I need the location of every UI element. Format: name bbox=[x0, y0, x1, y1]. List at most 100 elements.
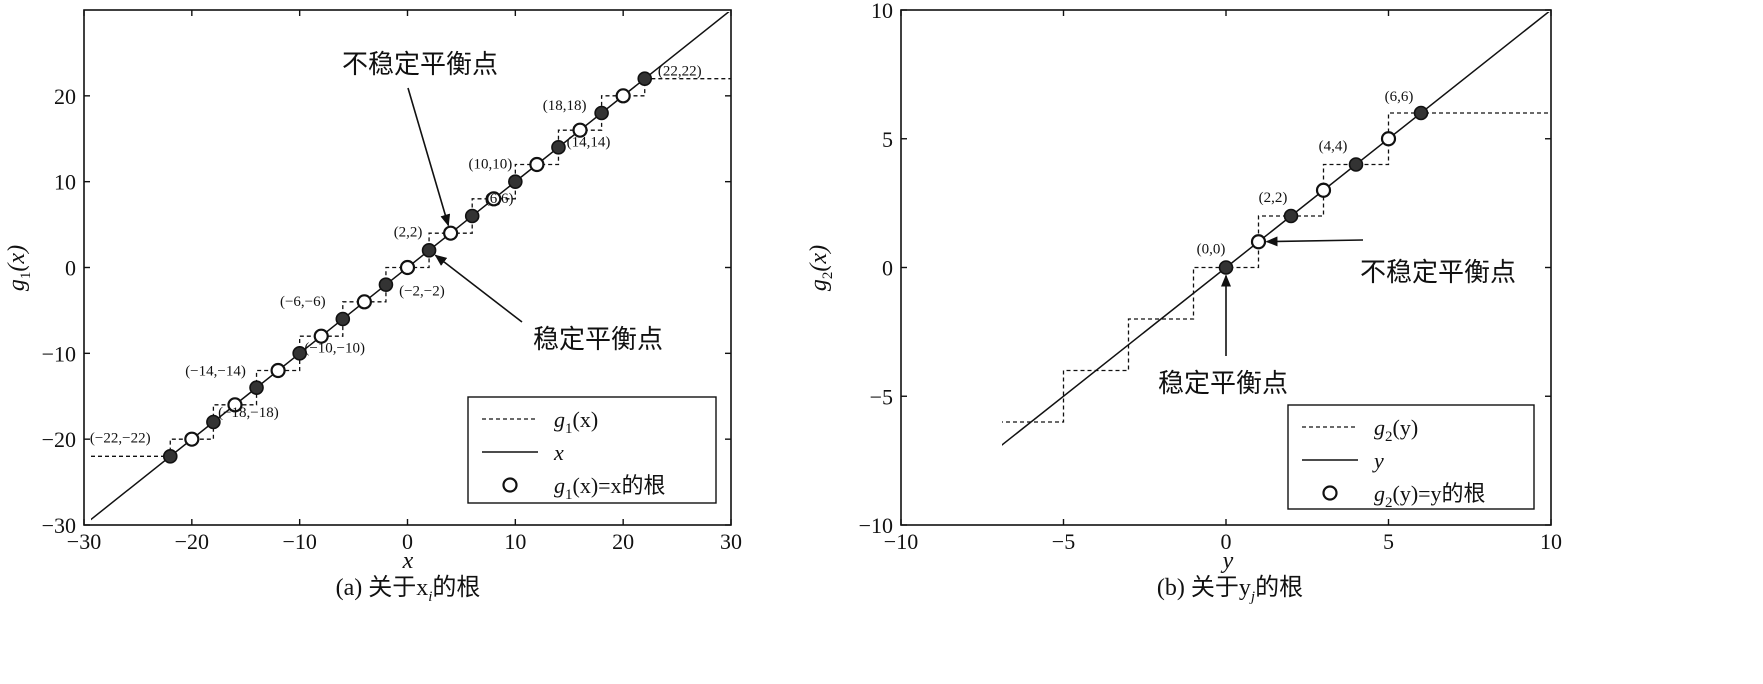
unstable-point bbox=[1315, 182, 1332, 198]
caption-sub: i bbox=[428, 589, 432, 605]
figure-caption: (b) 关于yj的根 bbox=[1157, 574, 1303, 605]
point-label: (−6,−6) bbox=[280, 294, 326, 310]
stable-point bbox=[1283, 208, 1299, 224]
unstable-point bbox=[184, 431, 200, 447]
x-tick-label: −30 bbox=[67, 529, 101, 554]
legend-entry-label-part: (y) bbox=[1393, 415, 1419, 440]
stable-point bbox=[249, 380, 264, 395]
annotation-label: 不稳定平衡点 bbox=[1360, 258, 1516, 288]
point-label: (4,4) bbox=[1319, 139, 1348, 155]
unstable-point bbox=[615, 88, 631, 104]
stable-point bbox=[551, 140, 566, 155]
y-tick-label: −10 bbox=[42, 341, 76, 366]
x-tick-label: 10 bbox=[1540, 529, 1562, 554]
point-label: (2,2) bbox=[394, 224, 423, 240]
legend-entry-label: g1(x) bbox=[554, 407, 598, 437]
y-tick-label: −10 bbox=[859, 513, 893, 538]
annotation-label: 稳定平衡点 bbox=[1158, 369, 1288, 399]
legend-entry-label-part: g bbox=[1374, 481, 1385, 506]
stable-point bbox=[335, 311, 351, 327]
x-tick-label: 5 bbox=[1383, 529, 1394, 554]
legend-box bbox=[1287, 404, 1535, 510]
x-tick-label: 0 bbox=[402, 529, 413, 554]
point-label: (0,0) bbox=[1197, 242, 1226, 258]
point-label: (14,14) bbox=[567, 134, 611, 150]
y-tick-label: 10 bbox=[54, 170, 76, 195]
stable-point bbox=[464, 208, 480, 224]
unstable-point bbox=[443, 225, 459, 241]
legend-entry-label-part: 1 bbox=[565, 487, 573, 503]
y-axis-label-part: g bbox=[806, 279, 832, 291]
x-axis-label: x bbox=[402, 548, 414, 574]
y-axis-label: g1(x) bbox=[4, 245, 34, 291]
legend-entry-label-part: (x)=x的根 bbox=[573, 473, 666, 498]
point-label: (−22,−22) bbox=[90, 430, 151, 446]
legend-entry-label-part: g bbox=[1374, 415, 1385, 440]
y-axis-label-part: 2 bbox=[820, 272, 836, 280]
annotation-label: 稳定平衡点 bbox=[533, 325, 663, 355]
stable-point bbox=[508, 174, 523, 189]
figure-caption: (a) 关于xi的根 bbox=[336, 574, 481, 605]
legend-entry-label-part: g bbox=[554, 407, 565, 432]
point-label: (10,10) bbox=[468, 157, 512, 173]
stable-point bbox=[421, 243, 437, 258]
stable-point bbox=[378, 277, 394, 292]
point-label: (6,6) bbox=[1385, 89, 1414, 105]
point-label: (−2,−2) bbox=[399, 284, 445, 300]
y-axis-label-part: g bbox=[4, 279, 30, 291]
y-axis-label-part: 1 bbox=[18, 272, 34, 280]
y-tick-label: −20 bbox=[42, 427, 76, 452]
stable-point bbox=[1413, 105, 1429, 121]
y-axis-label: g2(x) bbox=[806, 245, 836, 291]
y-tick-label: 20 bbox=[54, 84, 76, 109]
y-tick-label: 10 bbox=[871, 0, 893, 23]
unstable-point bbox=[1250, 234, 1267, 250]
unstable-point bbox=[356, 294, 372, 310]
x-tick-label: 0 bbox=[1221, 529, 1232, 554]
legend-entry-label-part: 1 bbox=[565, 421, 573, 437]
point-label: (−10,−10) bbox=[304, 340, 365, 356]
stable-point bbox=[1348, 157, 1364, 172]
annotation-label: 不稳定平衡点 bbox=[342, 50, 498, 80]
legend-entry-label-part: y bbox=[1372, 448, 1384, 473]
point-label: (2,2) bbox=[1259, 190, 1288, 206]
stable-point bbox=[594, 105, 609, 121]
legend-entry-label: g1(x)=x的根 bbox=[554, 473, 666, 503]
legend-entry-label-part: 2 bbox=[1385, 495, 1393, 511]
point-label: (−18,−18) bbox=[218, 405, 279, 421]
point-label: (−14,−14) bbox=[185, 364, 246, 380]
x-tick-label: −20 bbox=[175, 529, 209, 554]
x-axis-label: y bbox=[1221, 548, 1234, 574]
annotation-arrow bbox=[434, 254, 523, 323]
unstable-point bbox=[270, 362, 286, 379]
x-tick-label: 30 bbox=[720, 529, 742, 554]
legend-entry-label-part: g bbox=[554, 473, 565, 498]
stable-point bbox=[292, 346, 307, 361]
caption-main: (b) 关于y bbox=[1157, 574, 1251, 601]
annotation-arrow bbox=[407, 87, 451, 227]
unstable-point bbox=[572, 122, 588, 138]
y-axis-label-group: g2(x) bbox=[806, 245, 836, 291]
unstable-point bbox=[1380, 131, 1397, 147]
legend-entry-label-part: 2 bbox=[1385, 429, 1393, 445]
legend-entry-label-part: (y)=y的根 bbox=[1393, 481, 1486, 506]
y-tick-label: 0 bbox=[882, 256, 893, 281]
unstable-point bbox=[529, 156, 545, 173]
unstable-point bbox=[227, 397, 243, 413]
point-label: (22,22) bbox=[658, 64, 702, 80]
legend-entry-label: y bbox=[1372, 448, 1384, 473]
y-axis-label-group: g1(x) bbox=[4, 245, 34, 291]
point-label: (6,6) bbox=[485, 191, 514, 207]
stable-point bbox=[1218, 260, 1234, 275]
x-tick-label: −5 bbox=[1052, 529, 1075, 554]
y-tick-label: −5 bbox=[870, 384, 893, 409]
legend-entry-label: x bbox=[553, 440, 564, 465]
x-tick-label: 20 bbox=[612, 529, 634, 554]
x-tick-label: 10 bbox=[504, 529, 526, 554]
caption-tail: 的根 bbox=[432, 574, 480, 601]
unstable-point bbox=[486, 191, 502, 207]
unstable-point bbox=[399, 259, 416, 276]
point-label: (18,18) bbox=[543, 98, 587, 114]
legend-swatch-circle bbox=[1322, 485, 1338, 501]
y-tick-label: −30 bbox=[42, 513, 76, 538]
